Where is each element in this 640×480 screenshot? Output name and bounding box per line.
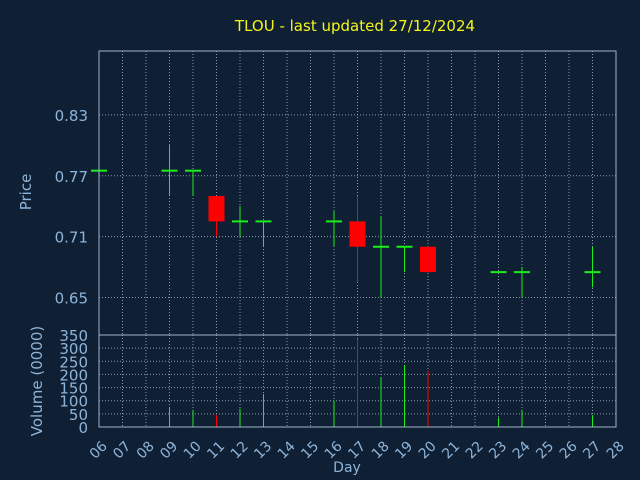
volume-tick-label: 200 bbox=[59, 366, 88, 384]
x-tick-label-06: 06 bbox=[87, 438, 111, 462]
candle-body-20 bbox=[420, 246, 436, 273]
x-tick-label-23: 23 bbox=[486, 438, 510, 462]
x-tick-label-17: 17 bbox=[345, 438, 369, 462]
x-tick-label-28: 28 bbox=[604, 438, 628, 462]
price-tick-label: 0.65 bbox=[55, 289, 88, 307]
price-tick-label: 0.71 bbox=[55, 229, 88, 247]
x-tick-label-25: 25 bbox=[533, 438, 557, 462]
candle-body-17 bbox=[349, 221, 366, 247]
volume-axis-label: Volume (0000) bbox=[28, 326, 46, 436]
x-tick-label-14: 14 bbox=[275, 438, 299, 462]
price-grid bbox=[99, 51, 616, 335]
x-tick-label-13: 13 bbox=[251, 438, 275, 462]
price-tick-label: 0.77 bbox=[55, 168, 88, 186]
chart-title: TLOU - last updated 27/12/2024 bbox=[234, 17, 475, 35]
volume-tick-label: 50 bbox=[69, 406, 88, 424]
volume-tick-label: 150 bbox=[59, 380, 88, 398]
x-tick-label-12: 12 bbox=[228, 438, 252, 462]
x-tick-label-24: 24 bbox=[510, 438, 534, 462]
x-tick-label-15: 15 bbox=[298, 438, 322, 462]
x-tick-label-11: 11 bbox=[204, 438, 228, 462]
x-tick-label-21: 21 bbox=[439, 438, 463, 462]
x-tick-label-20: 20 bbox=[416, 438, 440, 462]
x-tick-label-27: 27 bbox=[580, 438, 604, 462]
volume-tick-label: 300 bbox=[59, 340, 88, 358]
candle-body-11 bbox=[208, 196, 225, 222]
x-tick-label-08: 08 bbox=[134, 438, 158, 462]
volume-tick-label: 0 bbox=[78, 419, 88, 437]
price-y-ticks: 0.83 0.77 0.71 0.65 bbox=[55, 107, 88, 308]
x-axis-label: Day bbox=[333, 460, 361, 476]
x-tick-label-10: 10 bbox=[181, 438, 205, 462]
x-tick-label-18: 18 bbox=[369, 438, 393, 462]
price-axis-label: Price bbox=[17, 174, 35, 211]
x-tick-label-16: 16 bbox=[322, 438, 346, 462]
x-tick-label-26: 26 bbox=[557, 438, 581, 462]
volume-panel-frame bbox=[98, 334, 617, 428]
volume-bars bbox=[169, 338, 593, 427]
x-tick-label-22: 22 bbox=[463, 438, 487, 462]
price-candles bbox=[91, 145, 601, 298]
x-tick-label-09: 09 bbox=[157, 438, 181, 462]
volume-tick-label: 250 bbox=[59, 353, 88, 371]
volume-tick-label: 100 bbox=[59, 393, 88, 411]
price-tick-label: 0.83 bbox=[55, 107, 88, 125]
volume-tick-label: 350 bbox=[59, 327, 88, 345]
x-ticks: 06 07 08 09 10 11 12 13 14 15 16 17 18 19 20 21 22 23 24 25… bbox=[87, 438, 628, 462]
x-tick-label-19: 19 bbox=[392, 438, 416, 462]
x-tick-label-07: 07 bbox=[110, 438, 134, 462]
